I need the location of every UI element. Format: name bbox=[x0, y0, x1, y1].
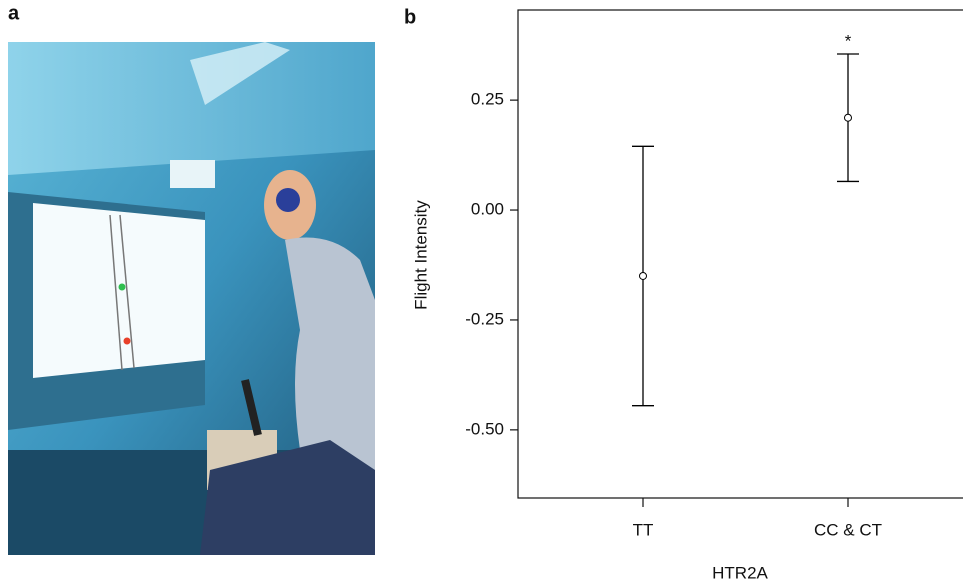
mean-point bbox=[844, 113, 852, 122]
panel-label: b bbox=[404, 6, 416, 28]
mean-point bbox=[639, 271, 647, 280]
track-line bbox=[119, 214, 135, 369]
headphone bbox=[276, 188, 300, 212]
torso bbox=[285, 237, 375, 470]
ceiling bbox=[8, 42, 375, 175]
y-tick-label: -0.25 bbox=[465, 309, 504, 328]
x-axis-label: HTR2A bbox=[712, 563, 768, 582]
light bbox=[190, 42, 290, 105]
joystick bbox=[241, 379, 262, 436]
y-tick-label: -0.50 bbox=[465, 419, 504, 438]
track-line bbox=[109, 214, 123, 371]
x-tick-label: TT bbox=[633, 520, 654, 539]
y-tick-label: 0.00 bbox=[471, 200, 504, 219]
y-tick-label: 0.25 bbox=[471, 90, 504, 109]
significance-marker: * bbox=[845, 31, 852, 50]
plot-frame bbox=[517, 9, 963, 499]
projector bbox=[170, 160, 215, 188]
red-dot bbox=[123, 337, 131, 345]
photo bbox=[8, 42, 375, 555]
x-tick-label: CC & CT bbox=[814, 520, 882, 539]
y-axis-label: Flight Intensity bbox=[411, 200, 430, 310]
panel-label: a bbox=[8, 2, 20, 24]
screen bbox=[33, 203, 205, 378]
legs bbox=[200, 440, 375, 555]
green-dot bbox=[118, 283, 126, 291]
